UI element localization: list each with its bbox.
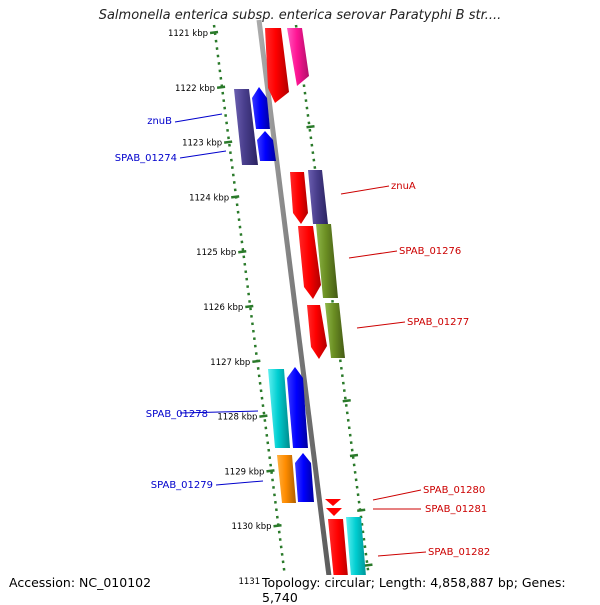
tick-mark-left: [209, 30, 219, 35]
gene-label-SPAB_01274[interactable]: SPAB_01274: [115, 153, 177, 164]
gene-znuB[interactable]: [234, 89, 258, 165]
label-leaders: [174, 113, 427, 557]
kbp-tick-label: 1129 kbp: [224, 467, 264, 477]
gene-SPAB_01281[interactable]: [326, 508, 342, 516]
genome-title: Salmonella enterica subsp. enterica sero…: [98, 8, 502, 23]
kbp-tick-label: 1121 kbp: [168, 29, 208, 39]
tick-mark-right: [349, 453, 359, 458]
gene-label-SPAB_01281[interactable]: SPAB_01281: [425, 504, 487, 515]
gene-label-SPAB_01278[interactable]: SPAB_01278: [146, 409, 208, 420]
tick-mark-left: [231, 195, 240, 199]
gene-SPAB_01274[interactable]: [257, 131, 276, 161]
tick-mark-left: [223, 140, 233, 144]
kbp-tick-label: 1127 kbp: [210, 358, 250, 368]
genome-summary: Topology: circular; Length: 4,858,887 bp…: [260, 575, 600, 605]
tick-mark-left: [273, 523, 282, 528]
gene-red-3[interactable]: [307, 305, 327, 359]
kbp-ticks: 1121 kbp 1122 kbp 1123 kbp 1124 kbp 1125 kbp…: [168, 29, 373, 587]
kbp-tick-label: 1124 kbp: [189, 193, 229, 203]
gene-label-SPAB_01282[interactable]: SPAB_01282: [428, 547, 490, 558]
tick-mark-right: [364, 563, 373, 567]
gene-purple-right[interactable]: [308, 170, 328, 224]
gene-label-SPAB_01280[interactable]: SPAB_01280: [423, 485, 485, 496]
kbp-tick-label: 1128 kbp: [217, 413, 257, 423]
kbp-tick-label: 1122 kbp: [175, 84, 215, 94]
gene-SPAB_01280[interactable]: [325, 499, 341, 506]
gene-label-SPAB_01279[interactable]: SPAB_01279: [151, 480, 213, 491]
tick-mark-left: [259, 414, 268, 418]
gene-labels: znuB SPAB_01274 SPAB_01278 SPAB_01279 zn…: [115, 116, 491, 558]
tick-mark-left: [266, 469, 275, 473]
accession-label: Accession: NC_010102: [7, 575, 154, 590]
gene-SPAB_01277[interactable]: [325, 303, 345, 358]
kbp-tick-label: 1123 kbp: [182, 139, 222, 149]
tick-mark-right: [357, 508, 366, 513]
gene-SPAB_01278[interactable]: [268, 369, 290, 448]
gene-label-SPAB_01277[interactable]: SPAB_01277: [407, 317, 469, 328]
tick-mark-left: [245, 304, 254, 309]
gene-pink-top[interactable]: [287, 28, 309, 86]
gene-blue-2[interactable]: [287, 367, 308, 448]
kbp-tick-label: 1126 kbp: [203, 303, 243, 313]
kbp-tick-label: 1131 kbp: [238, 577, 278, 587]
kbp-tick-label: 1125 kbp: [196, 248, 236, 258]
gene-SPAB_01279[interactable]: [277, 455, 296, 503]
gene-blue-1[interactable]: [252, 87, 270, 129]
gene-red-2[interactable]: [298, 226, 321, 299]
tick-mark-right: [342, 398, 351, 403]
gene-red-top[interactable]: [265, 28, 289, 103]
gene-znuA[interactable]: [290, 172, 308, 224]
tick-mark-left: [216, 85, 226, 90]
gene-features: [234, 28, 368, 600]
gene-label-SPAB_01276[interactable]: SPAB_01276: [399, 246, 461, 257]
gene-blue-3[interactable]: [295, 453, 314, 502]
chromosome-backbone: [256, 19, 335, 601]
kbp-tick-label: 1130 kbp: [231, 522, 271, 532]
gene-label-znuA[interactable]: znuA: [391, 181, 416, 192]
tick-mark-right: [306, 124, 315, 129]
gene-label-znuB[interactable]: znuB: [147, 116, 172, 127]
tick-mark-left: [252, 359, 261, 364]
gene-SPAB_01276[interactable]: [316, 224, 338, 298]
tick-mark-left: [238, 249, 247, 254]
